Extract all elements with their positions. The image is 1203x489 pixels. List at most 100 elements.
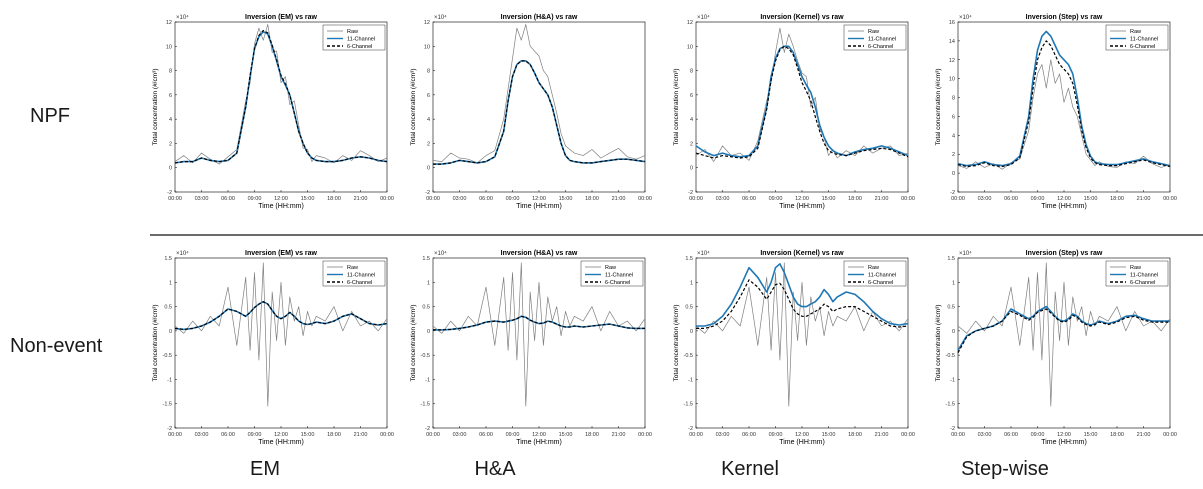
x-tick-label: 12:00 bbox=[532, 196, 546, 202]
series-11-channel bbox=[696, 262, 909, 327]
x-axis-label: Time (HH:mm) bbox=[516, 439, 562, 446]
y-tick-label: 1.5 bbox=[164, 256, 172, 262]
x-tick-label: 06:00 bbox=[742, 432, 756, 438]
x-tick-label: 18:00 bbox=[848, 432, 862, 438]
x-tick-label: 00:00 bbox=[168, 196, 182, 202]
series-11-channel bbox=[695, 45, 909, 158]
x-tick-label: 03:00 bbox=[453, 196, 467, 202]
y-tick-label: 14 bbox=[949, 39, 955, 45]
x-tick-label: 15:00 bbox=[559, 432, 573, 438]
y-axis-label: Total concentration (#/cm³) bbox=[410, 69, 417, 146]
y-tick-label: -2 bbox=[167, 426, 172, 432]
y-exponent-label: ×10⁴ bbox=[434, 14, 447, 21]
y-tick-label: -0.5 bbox=[163, 353, 172, 359]
y-tick-label: 8 bbox=[690, 69, 693, 75]
y-tick-label: -1.5 bbox=[163, 402, 172, 408]
x-tick-label: 06:00 bbox=[479, 432, 493, 438]
y-tick-label: 10 bbox=[424, 44, 430, 50]
y-tick-label: 4 bbox=[952, 133, 955, 139]
y-tick-label: -2 bbox=[688, 190, 693, 196]
x-tick-label: 15:00 bbox=[1084, 432, 1098, 438]
x-tick-label: 21:00 bbox=[875, 196, 889, 202]
x-tick-label: 15:00 bbox=[822, 196, 836, 202]
y-axis-label: Total concentration (#/cm³) bbox=[935, 69, 942, 146]
legend-entry: Raw bbox=[868, 265, 879, 271]
y-tick-label: 1 bbox=[169, 280, 172, 286]
chart-panel-npf-kernel: Inversion (Kernel) vs raw ×10⁴ 00:00 03:00 0… bbox=[673, 14, 915, 210]
legend-entry: Raw bbox=[868, 29, 879, 35]
chart-panel-non-step: Inversion (Step) vs raw ×10⁴ 00:00 03:00 06:… bbox=[935, 250, 1177, 446]
legend-entry: Raw bbox=[1130, 265, 1141, 271]
y-tick-label: 12 bbox=[166, 20, 172, 26]
chart-panel-non-ha: Inversion (H&A) vs raw ×10⁴ 00:00 03:00 06:0… bbox=[410, 250, 652, 446]
legend-entry: 11-Channel bbox=[1130, 37, 1158, 43]
y-tick-label: 6 bbox=[169, 93, 172, 99]
x-tick-label: 18:00 bbox=[1110, 196, 1124, 202]
x-axis-label: Time (HH:mm) bbox=[258, 203, 304, 210]
y-exponent-label: ×10⁴ bbox=[697, 14, 710, 21]
y-tick-label: 0 bbox=[427, 166, 430, 172]
chart-title: Inversion (Step) vs raw bbox=[1026, 250, 1103, 257]
x-tick-label: 00:00 bbox=[689, 196, 703, 202]
x-tick-label: 00:00 bbox=[168, 432, 182, 438]
y-tick-label: 0 bbox=[952, 171, 955, 177]
plot-frame bbox=[432, 21, 646, 193]
legend-entry: 6-Channel bbox=[347, 280, 372, 286]
x-axis-label: Time (HH:mm) bbox=[779, 439, 825, 446]
legend-entry: Raw bbox=[1130, 29, 1141, 35]
y-tick-label: 6 bbox=[952, 114, 955, 120]
y-tick-label: -0.5 bbox=[684, 353, 693, 359]
y-tick-label: 8 bbox=[427, 69, 430, 75]
x-tick-label: 21:00 bbox=[354, 432, 368, 438]
y-tick-label: 2 bbox=[952, 152, 955, 158]
x-tick-label: 09:00 bbox=[248, 196, 262, 202]
legend-entry: 11-Channel bbox=[868, 273, 896, 279]
series-raw bbox=[695, 262, 909, 407]
y-tick-label: 0 bbox=[169, 166, 172, 172]
y-tick-label: 12 bbox=[424, 20, 430, 26]
legend-entry: Raw bbox=[605, 265, 616, 271]
y-tick-label: 0.5 bbox=[947, 305, 955, 311]
y-tick-label: 8 bbox=[169, 69, 172, 75]
x-tick-label: 03:00 bbox=[978, 432, 992, 438]
x-tick-label: 00:00 bbox=[380, 432, 394, 438]
x-tick-label: 15:00 bbox=[559, 196, 573, 202]
x-tick-label: 00:00 bbox=[951, 432, 965, 438]
legend-entry: 11-Channel bbox=[347, 37, 375, 43]
column-label-step-wise: Step-wise bbox=[961, 458, 1049, 480]
y-tick-label: -2 bbox=[425, 426, 430, 432]
x-tick-label: 00:00 bbox=[951, 196, 965, 202]
y-tick-label: -1.5 bbox=[421, 402, 430, 408]
x-tick-label: 00:00 bbox=[901, 196, 915, 202]
y-tick-label: 10 bbox=[949, 77, 955, 83]
legend-entry: 6-Channel bbox=[868, 44, 893, 50]
x-tick-label: 21:00 bbox=[875, 432, 889, 438]
x-tick-label: 12:00 bbox=[795, 432, 809, 438]
x-axis-label: Time (HH:mm) bbox=[1041, 203, 1087, 210]
chart-title: Inversion (Step) vs raw bbox=[1026, 14, 1103, 21]
legend-entry: 6-Channel bbox=[1130, 280, 1155, 286]
y-tick-label: 12 bbox=[687, 20, 693, 26]
chart-title: Inversion (EM) vs raw bbox=[245, 14, 318, 21]
series-6-channel bbox=[957, 40, 1171, 168]
x-tick-label: 06:00 bbox=[1004, 196, 1018, 202]
x-tick-label: 15:00 bbox=[301, 432, 315, 438]
x-tick-label: 12:00 bbox=[274, 432, 288, 438]
x-tick-label: 09:00 bbox=[769, 432, 783, 438]
series-raw bbox=[432, 24, 646, 164]
y-tick-label: 12 bbox=[949, 58, 955, 64]
x-tick-label: 15:00 bbox=[1084, 196, 1098, 202]
x-tick-label: 03:00 bbox=[195, 196, 209, 202]
column-label-em: EM bbox=[250, 458, 280, 480]
x-axis-label: Time (HH:mm) bbox=[779, 203, 825, 210]
x-tick-label: 21:00 bbox=[354, 196, 368, 202]
x-tick-label: 18:00 bbox=[585, 432, 599, 438]
series-6-channel bbox=[433, 315, 645, 331]
x-tick-label: 00:00 bbox=[380, 196, 394, 202]
y-tick-label: 6 bbox=[690, 93, 693, 99]
legend-entry: 11-Channel bbox=[605, 273, 633, 279]
